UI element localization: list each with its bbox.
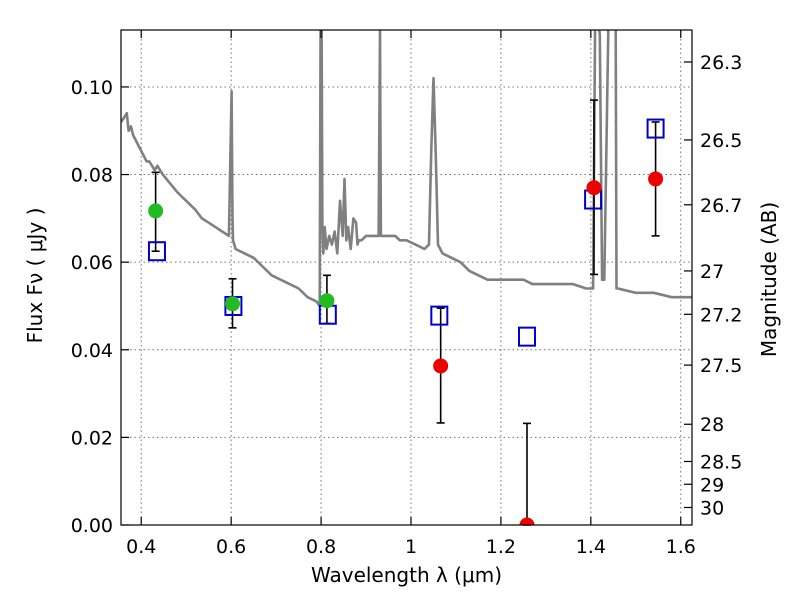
y-axis-right-label: Magnitude (AB) xyxy=(757,202,781,357)
x-tick-label: 1 xyxy=(405,536,417,558)
error-bars-group xyxy=(151,99,660,526)
model-square-point xyxy=(318,304,337,325)
observed-point xyxy=(648,171,664,187)
grid-lines xyxy=(121,30,692,526)
model-squares-group xyxy=(147,118,665,347)
right-tick-label: 27 xyxy=(700,261,724,283)
x-tick-label: 1.2 xyxy=(486,536,516,558)
spectrum-line-group xyxy=(121,30,692,308)
spectrum-line xyxy=(121,30,692,308)
observed-point xyxy=(319,293,335,309)
observed-point xyxy=(519,517,535,525)
right-tick-label: 27.5 xyxy=(700,355,742,377)
right-tick-label: 26.5 xyxy=(700,130,742,152)
observed-point xyxy=(433,358,449,374)
right-tick-label: 30 xyxy=(700,497,724,519)
right-tick-label: 28 xyxy=(700,414,724,436)
y-tick-label: 0.08 xyxy=(71,165,113,187)
right-tick-label: 27.2 xyxy=(700,304,742,326)
y-tick-label: 0.10 xyxy=(71,77,113,99)
right-tick-label: 26.7 xyxy=(700,195,742,217)
observed-point xyxy=(586,180,602,196)
y-tick-label: 0.06 xyxy=(71,252,113,274)
model-square-point xyxy=(430,305,449,326)
observed-point xyxy=(225,296,241,312)
plot-frame xyxy=(120,29,693,526)
axis-ticks: 0.4 0.6 0.8 1 1.2 1.4 1.6 0.00 0.02 0.04 0.06 0.08 0… xyxy=(71,30,742,558)
x-axis-label: Wavelength λ (μm) xyxy=(311,563,502,587)
model-square-point xyxy=(147,241,166,262)
model-square-point xyxy=(646,118,665,139)
y-tick-label: 0.04 xyxy=(71,340,113,362)
y-tick-label: 0.02 xyxy=(71,427,113,449)
x-tick-label: 0.4 xyxy=(126,536,156,558)
x-tick-label: 0.6 xyxy=(216,536,246,558)
model-square-point xyxy=(517,326,536,347)
x-tick-label: 0.8 xyxy=(306,536,336,558)
y-axis-label: Flux Fν ( μJy ) xyxy=(23,208,47,344)
right-tick-label: 26.3 xyxy=(700,52,742,74)
right-tick-label: 29 xyxy=(700,474,724,496)
x-tick-label: 1.4 xyxy=(576,536,606,558)
y-tick-label: 0.00 xyxy=(71,515,113,537)
right-tick-label: 28.5 xyxy=(700,451,742,473)
observed-points-group xyxy=(148,171,664,525)
observed-point xyxy=(148,203,164,219)
x-tick-label: 1.6 xyxy=(666,536,696,558)
